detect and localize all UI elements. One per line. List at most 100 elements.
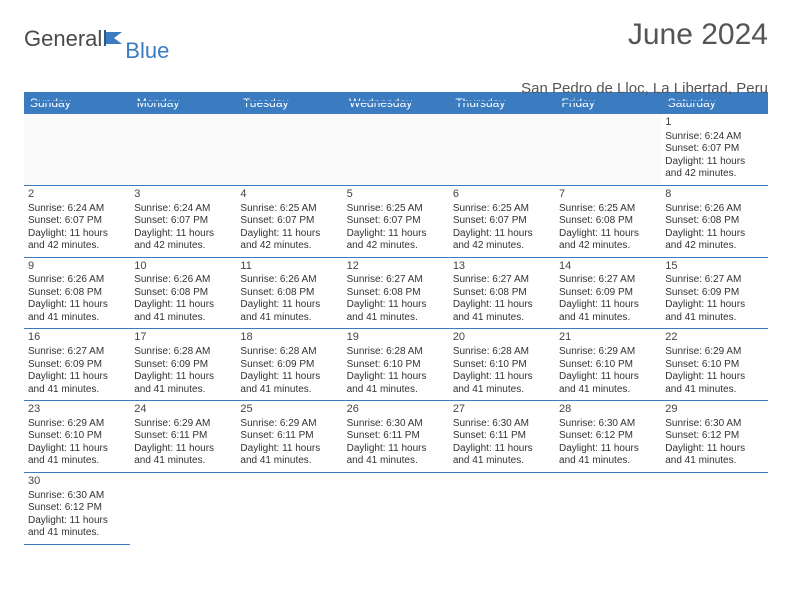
daylight-text: Daylight: 11 hours and 41 minutes.	[134, 371, 232, 396]
daylight-text: Daylight: 11 hours and 41 minutes.	[240, 443, 338, 468]
day-number: 7	[559, 188, 657, 202]
daylight-text: Daylight: 11 hours and 41 minutes.	[134, 299, 232, 324]
sunset-text: Sunset: 6:12 PM	[559, 430, 657, 443]
sunset-text: Sunset: 6:11 PM	[347, 430, 445, 443]
calendar-cell: 6Sunrise: 6:25 AMSunset: 6:07 PMDaylight…	[449, 185, 555, 257]
sunrise-text: Sunrise: 6:27 AM	[28, 346, 126, 359]
day-number: 20	[453, 331, 551, 345]
sunrise-text: Sunrise: 6:29 AM	[559, 346, 657, 359]
day-number: 9	[28, 260, 126, 274]
calendar-cell: 30Sunrise: 6:30 AMSunset: 6:12 PMDayligh…	[24, 472, 130, 544]
daylight-text: Daylight: 11 hours and 41 minutes.	[453, 371, 551, 396]
sunset-text: Sunset: 6:08 PM	[665, 215, 763, 228]
brand-part2: Blue	[125, 38, 169, 64]
day-number: 22	[665, 331, 763, 345]
calendar-cell: 22Sunrise: 6:29 AMSunset: 6:10 PMDayligh…	[661, 329, 767, 401]
calendar-cell: 3Sunrise: 6:24 AMSunset: 6:07 PMDaylight…	[130, 185, 236, 257]
daylight-text: Daylight: 11 hours and 41 minutes.	[665, 371, 763, 396]
calendar-row: 1Sunrise: 6:24 AMSunset: 6:07 PMDaylight…	[24, 114, 768, 185]
daylight-text: Daylight: 11 hours and 41 minutes.	[347, 443, 445, 468]
flag-icon	[104, 26, 126, 52]
sunrise-text: Sunrise: 6:26 AM	[240, 274, 338, 287]
daylight-text: Daylight: 11 hours and 42 minutes.	[665, 156, 763, 181]
day-number: 28	[559, 403, 657, 417]
sunset-text: Sunset: 6:08 PM	[240, 287, 338, 300]
calendar-cell	[130, 114, 236, 185]
daylight-text: Daylight: 11 hours and 41 minutes.	[240, 371, 338, 396]
calendar-cell: 5Sunrise: 6:25 AMSunset: 6:07 PMDaylight…	[343, 185, 449, 257]
sunrise-text: Sunrise: 6:24 AM	[134, 203, 232, 216]
day-number: 3	[134, 188, 232, 202]
calendar-cell: 21Sunrise: 6:29 AMSunset: 6:10 PMDayligh…	[555, 329, 661, 401]
calendar-cell: 29Sunrise: 6:30 AMSunset: 6:12 PMDayligh…	[661, 401, 767, 473]
sunrise-text: Sunrise: 6:27 AM	[665, 274, 763, 287]
sunset-text: Sunset: 6:11 PM	[240, 430, 338, 443]
calendar-cell: 18Sunrise: 6:28 AMSunset: 6:09 PMDayligh…	[236, 329, 342, 401]
sunset-text: Sunset: 6:10 PM	[453, 359, 551, 372]
month-title: June 2024	[628, 18, 768, 52]
day-number: 12	[347, 260, 445, 274]
sunrise-text: Sunrise: 6:29 AM	[28, 418, 126, 431]
calendar-cell: 25Sunrise: 6:29 AMSunset: 6:11 PMDayligh…	[236, 401, 342, 473]
calendar-cell	[555, 114, 661, 185]
sunset-text: Sunset: 6:08 PM	[28, 287, 126, 300]
sunset-text: Sunset: 6:08 PM	[134, 287, 232, 300]
sunset-text: Sunset: 6:07 PM	[134, 215, 232, 228]
day-number: 10	[134, 260, 232, 274]
sunrise-text: Sunrise: 6:30 AM	[347, 418, 445, 431]
calendar-cell: 12Sunrise: 6:27 AMSunset: 6:08 PMDayligh…	[343, 257, 449, 329]
brand-part1: General	[24, 26, 102, 52]
title-block: June 2024	[628, 18, 768, 54]
sunset-text: Sunset: 6:10 PM	[559, 359, 657, 372]
sunrise-text: Sunrise: 6:29 AM	[134, 418, 232, 431]
calendar-row: 30Sunrise: 6:30 AMSunset: 6:12 PMDayligh…	[24, 472, 768, 544]
calendar-cell	[343, 114, 449, 185]
calendar-cell: 1Sunrise: 6:24 AMSunset: 6:07 PMDaylight…	[661, 114, 767, 185]
day-number: 26	[347, 403, 445, 417]
calendar-cell: 15Sunrise: 6:27 AMSunset: 6:09 PMDayligh…	[661, 257, 767, 329]
sunrise-text: Sunrise: 6:28 AM	[240, 346, 338, 359]
calendar-cell	[343, 472, 449, 544]
day-number: 15	[665, 260, 763, 274]
day-number: 25	[240, 403, 338, 417]
day-number: 6	[453, 188, 551, 202]
calendar-cell: 13Sunrise: 6:27 AMSunset: 6:08 PMDayligh…	[449, 257, 555, 329]
day-number: 21	[559, 331, 657, 345]
sunset-text: Sunset: 6:08 PM	[559, 215, 657, 228]
sunrise-text: Sunrise: 6:30 AM	[28, 490, 126, 503]
calendar-cell: 19Sunrise: 6:28 AMSunset: 6:10 PMDayligh…	[343, 329, 449, 401]
daylight-text: Daylight: 11 hours and 41 minutes.	[665, 443, 763, 468]
calendar-cell	[236, 114, 342, 185]
calendar-cell	[236, 472, 342, 544]
sunset-text: Sunset: 6:10 PM	[28, 430, 126, 443]
sunset-text: Sunset: 6:09 PM	[134, 359, 232, 372]
calendar-cell: 11Sunrise: 6:26 AMSunset: 6:08 PMDayligh…	[236, 257, 342, 329]
sunrise-text: Sunrise: 6:27 AM	[347, 274, 445, 287]
calendar-cell: 27Sunrise: 6:30 AMSunset: 6:11 PMDayligh…	[449, 401, 555, 473]
day-number: 13	[453, 260, 551, 274]
calendar-cell	[449, 114, 555, 185]
sunset-text: Sunset: 6:10 PM	[665, 359, 763, 372]
daylight-text: Daylight: 11 hours and 42 minutes.	[347, 228, 445, 253]
calendar-cell	[661, 472, 767, 544]
calendar-row: 2Sunrise: 6:24 AMSunset: 6:07 PMDaylight…	[24, 185, 768, 257]
daylight-text: Daylight: 11 hours and 42 minutes.	[453, 228, 551, 253]
day-number: 5	[347, 188, 445, 202]
calendar-row: 16Sunrise: 6:27 AMSunset: 6:09 PMDayligh…	[24, 329, 768, 401]
sunset-text: Sunset: 6:07 PM	[240, 215, 338, 228]
sunrise-text: Sunrise: 6:25 AM	[240, 203, 338, 216]
day-number: 14	[559, 260, 657, 274]
day-number: 4	[240, 188, 338, 202]
sunrise-text: Sunrise: 6:24 AM	[665, 131, 763, 144]
day-number: 29	[665, 403, 763, 417]
sunset-text: Sunset: 6:11 PM	[453, 430, 551, 443]
sunrise-text: Sunrise: 6:28 AM	[134, 346, 232, 359]
day-number: 19	[347, 331, 445, 345]
calendar-cell: 8Sunrise: 6:26 AMSunset: 6:08 PMDaylight…	[661, 185, 767, 257]
calendar-cell	[449, 472, 555, 544]
header: General Blue June 2024	[24, 18, 768, 54]
calendar-cell: 16Sunrise: 6:27 AMSunset: 6:09 PMDayligh…	[24, 329, 130, 401]
sunset-text: Sunset: 6:07 PM	[347, 215, 445, 228]
day-number: 2	[28, 188, 126, 202]
calendar-table: Sunday Monday Tuesday Wednesday Thursday…	[24, 92, 768, 545]
